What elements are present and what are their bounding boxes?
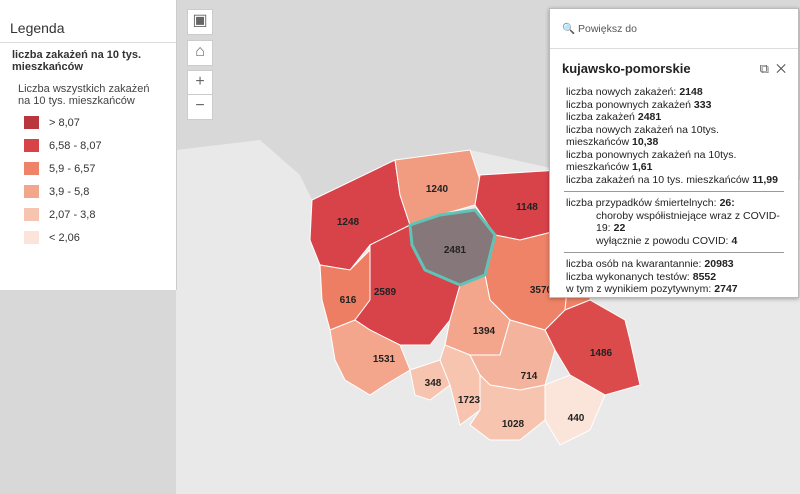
popup-row: liczba ponownych zakażeń na 10tys. miesz… — [550, 149, 798, 174]
popup: 🔍 Powiększ do kujawsko-pomorskie ⧉ ✕ licz… — [549, 8, 799, 298]
selected-region[interactable] — [408, 208, 497, 287]
region — [394, 149, 481, 226]
legend-swatch — [24, 139, 39, 152]
popup-row: liczba osób na kwarantannie: 20983 — [550, 258, 798, 271]
field-label: liczba wykonanych testów: — [566, 270, 690, 283]
legend-label: 2,07 - 3,8 — [49, 208, 96, 221]
region-label: 1486 — [590, 348, 613, 359]
legend-item: > 8,07 — [0, 111, 176, 134]
popup-buttons[interactable]: ⧉ ✕ — [759, 61, 786, 76]
legend-title: Legenda — [0, 0, 176, 43]
home-button[interactable]: ⌂ — [187, 40, 213, 66]
region-label: 2481 — [444, 245, 467, 256]
field-value: 22 — [613, 222, 626, 234]
region-label: 440 — [568, 413, 585, 424]
field-label: choroby współistniejące wraz z COVID-19: — [596, 209, 780, 235]
legend-item: 6,58 - 8,07 — [0, 134, 176, 157]
legend-label: 6,58 - 8,07 — [49, 139, 102, 152]
field-value: 2481 — [637, 111, 662, 123]
legend-swatch — [24, 185, 39, 198]
regions — [309, 149, 641, 446]
field-label: liczba zakażeń na 10 tys. mieszkańców — [566, 173, 750, 186]
popup-row: choroby współistniejące wraz z COVID-19:… — [550, 210, 798, 235]
popup-title-text: kujawsko-pomorskie — [562, 61, 691, 76]
field-label: w tym z wynikiem pozytywnym: — [566, 283, 712, 295]
field-value: 4 — [731, 234, 738, 247]
region-label: 1531 — [373, 354, 396, 365]
field-value: 8552 — [692, 270, 717, 283]
popup-row: wyłącznie z powodu COVID: 4 — [550, 235, 798, 248]
field-value: 10,38 — [632, 136, 659, 148]
field-label: liczba nowych zakażeń: — [566, 86, 677, 98]
legend-label: < 2,06 — [49, 231, 80, 244]
region — [409, 359, 451, 401]
region — [469, 373, 546, 441]
region-label: 3570 — [530, 285, 553, 296]
popup-title: kujawsko-pomorskie ⧉ ✕ — [550, 49, 798, 86]
field-value: 20983 — [704, 258, 734, 270]
legend-item: 5,9 - 6,57 — [0, 157, 176, 180]
popup-row: liczba zakażeń na 10 tys. mieszkańców 11,… — [550, 174, 798, 187]
field-value: 1,61 — [632, 161, 653, 173]
legend-label: 5,9 - 6,57 — [49, 162, 96, 175]
legend-swatch — [24, 116, 39, 129]
region-label: 714 — [521, 371, 538, 382]
region-label: 616 — [340, 295, 357, 306]
legend-item: < 2,06 — [0, 226, 176, 249]
region-label: 1394 — [473, 326, 496, 337]
field-value: 26: — [719, 197, 735, 209]
legend-label: 3,9 - 5,8 — [49, 185, 90, 198]
popup-row: liczba wykonanych testów: 8552 — [550, 271, 798, 284]
popup-body: liczba nowych zakażeń: 2148 liczba ponowny… — [550, 86, 798, 296]
region-label: 1028 — [502, 419, 525, 430]
field-title: Liczba wszystkich zakażeń na 10 tys. mie… — [18, 83, 150, 107]
region — [329, 319, 411, 396]
zoom-in-button[interactable]: + — [187, 70, 213, 96]
popup-row: w tym z wynikiem pozytywnym: 2747 — [550, 283, 798, 296]
region-label: 2589 — [374, 287, 397, 298]
region-labels: 1248 1240 1148 2481 616 2589 3570 1486 1394 1531 3… — [337, 184, 613, 430]
legend-item: 3,9 - 5,8 — [0, 180, 176, 203]
legend-panel: Legenda liczba zakażeń na 10 tys. mieszk… — [0, 0, 177, 290]
legend-swatch — [24, 162, 39, 175]
field-label: wyłącznie z powodu COVID: — [596, 234, 729, 247]
field-value: 11,99 — [752, 173, 778, 186]
region — [544, 374, 606, 446]
zoom-out-button[interactable]: − — [187, 94, 213, 120]
field-value: 2747 — [714, 283, 738, 295]
region-label: 1248 — [337, 217, 360, 228]
field-label: liczba zakażeń — [566, 111, 635, 123]
zoom-label[interactable]: Powiększ do — [578, 23, 637, 35]
field-value: 333 — [693, 98, 712, 111]
region-label: 1240 — [426, 184, 449, 195]
region-label: 1723 — [458, 395, 481, 406]
popup-row: liczba przypadków śmiertelnych: 26: — [550, 197, 798, 210]
legend-items: > 8,07 6,58 - 8,07 5,9 - 6,57 3,9 - 5,8 2,07… — [0, 111, 176, 249]
legend-swatch — [24, 208, 39, 221]
legend-label: > 8,07 — [49, 116, 80, 129]
region-label: 348 — [425, 378, 442, 389]
basemap-button[interactable]: ▣ — [187, 9, 213, 35]
legend-item: 2,07 - 3,8 — [0, 203, 176, 226]
popup-row: liczba nowych zakażeń na 10tys. mieszkań… — [550, 124, 798, 149]
field-label: liczba osób na kwarantannie: — [566, 258, 702, 270]
popup-row: liczba nowych zakażeń: 2148 — [550, 86, 798, 99]
field-value: 2148 — [679, 86, 703, 98]
divider — [564, 252, 784, 253]
field-label: liczba przypadków śmiertelnych: — [566, 197, 717, 209]
region-label: 1148 — [516, 202, 538, 213]
field-label: liczba ponownych zakażeń — [566, 98, 691, 111]
field-label: liczba nowych zakażeń na 10tys. mieszkań… — [566, 123, 719, 149]
layer-title: liczba zakażeń na 10 tys. mieszkańców — [12, 49, 142, 73]
field-label: liczba ponownych zakażeń na 10tys. miesz… — [566, 148, 737, 174]
popup-row: liczba ponownych zakażeń 333 — [550, 99, 798, 112]
popup-row: liczba zakażeń 2481 — [550, 111, 798, 124]
divider — [564, 191, 784, 192]
legend-swatch — [24, 231, 39, 244]
zoom-to[interactable]: 🔍 Powiększ do — [550, 9, 798, 49]
